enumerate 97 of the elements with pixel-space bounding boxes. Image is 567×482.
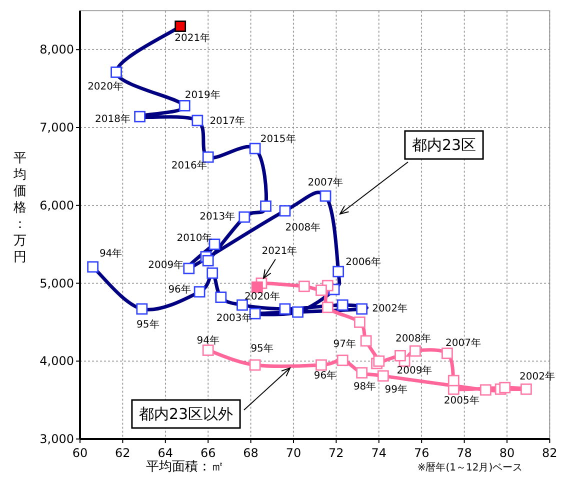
annotation: 2019年 [184, 89, 220, 102]
annotation: 2002年 [519, 370, 555, 383]
point [360, 335, 372, 347]
annotation: 2021年 [174, 32, 210, 44]
point [249, 359, 261, 371]
point [279, 303, 291, 315]
point [336, 354, 348, 366]
x-tick-label: 76 [414, 446, 430, 460]
annotation: 2009年 [396, 364, 432, 377]
y-tick-label: 6,000 [40, 198, 74, 212]
x-tick-label: 66 [200, 446, 216, 460]
point [136, 303, 148, 315]
point [448, 374, 460, 386]
annotation: 2007年 [445, 336, 481, 349]
point [332, 266, 344, 278]
annotation: 95年 [250, 342, 274, 355]
y-tick-label: 8,000 [40, 42, 74, 57]
point [202, 254, 214, 266]
point [194, 286, 206, 298]
x-tick-label: 70 [286, 446, 302, 460]
annotation: 2009年 [148, 258, 184, 271]
x-tick-label: 82 [542, 446, 558, 460]
annotation: 2008年 [395, 332, 431, 345]
point [178, 100, 190, 112]
x-tick-label: 72 [328, 446, 344, 460]
annotation: 2003年 [216, 312, 252, 324]
point [87, 261, 99, 273]
point [320, 190, 332, 202]
point [316, 284, 327, 296]
point [480, 384, 492, 396]
annotation: 94年 [196, 334, 220, 347]
point [192, 114, 204, 126]
x-tick-label: 62 [115, 446, 130, 460]
point [292, 306, 304, 318]
x-tick-label: 64 [158, 446, 174, 460]
annotation: 98年 [353, 380, 376, 392]
point [110, 66, 122, 78]
point [238, 211, 250, 223]
x-tick-label: 60 [72, 446, 88, 460]
point [354, 316, 366, 328]
annotation: 2006年 [346, 256, 382, 268]
annotation: 96年 [168, 283, 191, 296]
annotation: 99年 [384, 383, 408, 396]
annotation: 2017年 [210, 115, 246, 127]
point [373, 355, 385, 367]
text: 都内23区 [412, 136, 476, 154]
annotation: 96年 [314, 370, 337, 382]
y-tick-label: 3,000 [40, 432, 74, 446]
text: 都内23区以外 [138, 405, 234, 423]
x-tick-label: 80 [499, 446, 515, 460]
point [356, 303, 368, 315]
point [252, 281, 263, 293]
x-tick-label: 74 [371, 446, 387, 460]
point [174, 20, 186, 32]
annotation: 94年 [99, 247, 122, 260]
y-axis-title: 平均価格：万円 [12, 151, 26, 265]
point [183, 262, 195, 274]
point [260, 200, 272, 212]
annotation: 2020年 [88, 80, 124, 93]
annotation: 2016年 [171, 160, 207, 172]
annotation: 2002年 [372, 302, 408, 314]
point [298, 280, 310, 292]
annotation: 2020年 [244, 290, 280, 303]
point [356, 367, 368, 379]
annotation: 2021年 [262, 244, 298, 257]
annotation: 2007年 [308, 176, 344, 189]
point [202, 344, 214, 356]
x-tick-label: 68 [243, 446, 258, 460]
text: ※暦年(1～12月)ベース [417, 462, 523, 474]
y-tick-label: 7,000 [40, 120, 74, 135]
annotation: 2015年 [260, 133, 296, 146]
annotation: 95年 [136, 318, 160, 330]
x-tick-label: 78 [456, 446, 472, 460]
point [409, 345, 421, 357]
annotation: 2010年 [176, 232, 212, 244]
point [236, 299, 248, 311]
point [442, 348, 453, 360]
point [134, 110, 146, 122]
point [279, 205, 291, 217]
annotation: 2018年 [95, 113, 131, 126]
annotation: 2008年 [285, 221, 321, 234]
point [206, 267, 218, 279]
point [336, 299, 348, 311]
point [322, 302, 334, 314]
point [394, 350, 406, 362]
annotation: 97年 [333, 338, 356, 350]
x-axis-title: 平均面積：㎡ [146, 460, 224, 474]
point [249, 142, 261, 154]
point [377, 370, 389, 382]
y-tick-label: 4,000 [40, 354, 74, 368]
annotation: 2013年 [200, 210, 236, 223]
point [499, 382, 511, 394]
annotation: 2005年 [444, 394, 480, 407]
point [520, 383, 532, 395]
point [215, 292, 227, 303]
point [316, 359, 327, 371]
y-tick-label: 5,000 [40, 276, 74, 290]
